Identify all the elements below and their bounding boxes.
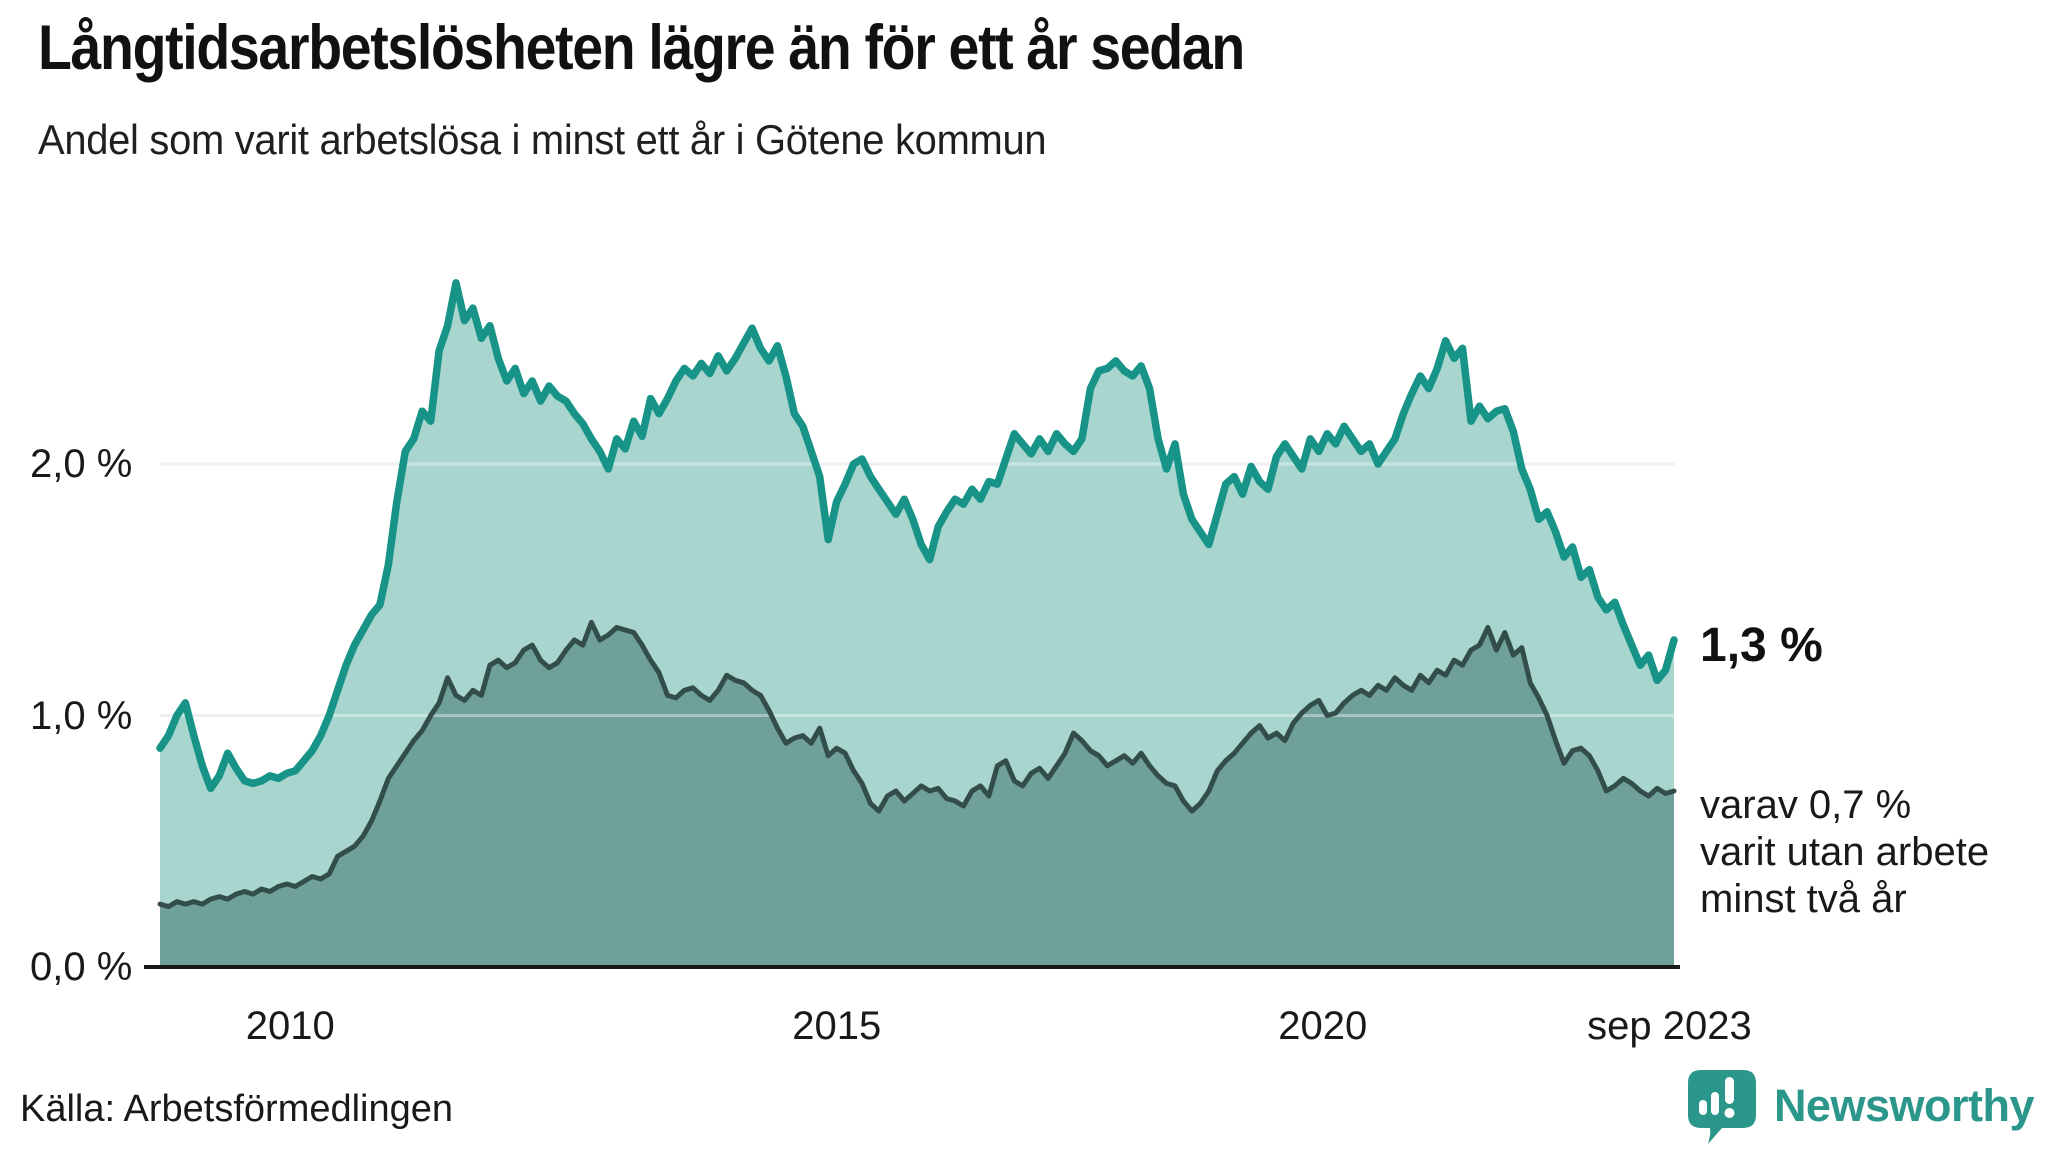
page-subtitle: Andel som varit arbetslösa i minst ett å… (38, 116, 1047, 163)
two-year-share-label: varav 0,7 % varit utan arbete minst två … (1700, 783, 1990, 922)
newsworthy-wordmark: Newsworthy (1773, 1080, 2035, 1131)
latest-value-label: 1,3 % (1700, 619, 1823, 672)
y-tick-label: 0,0 % (30, 945, 133, 989)
x-tick-label: sep 2023 (1587, 1004, 1752, 1048)
x-tick-label: 2015 (792, 1004, 882, 1048)
newsworthy-logo: Newsworthy (1684, 1066, 2035, 1146)
newsworthy-bubble-chart-icon (1687, 1070, 1756, 1144)
source-note: Källa: Arbetsförmedlingen (20, 1088, 454, 1130)
y-tick-label: 1,0 % (30, 693, 133, 738)
x-tick-label: 2020 (1278, 1004, 1368, 1048)
x-tick-label: 2010 (245, 1004, 335, 1048)
page-title: Långtidsarbetslösheten lägre än för ett … (38, 13, 1245, 83)
y-tick-label: 2,0 % (30, 442, 133, 486)
